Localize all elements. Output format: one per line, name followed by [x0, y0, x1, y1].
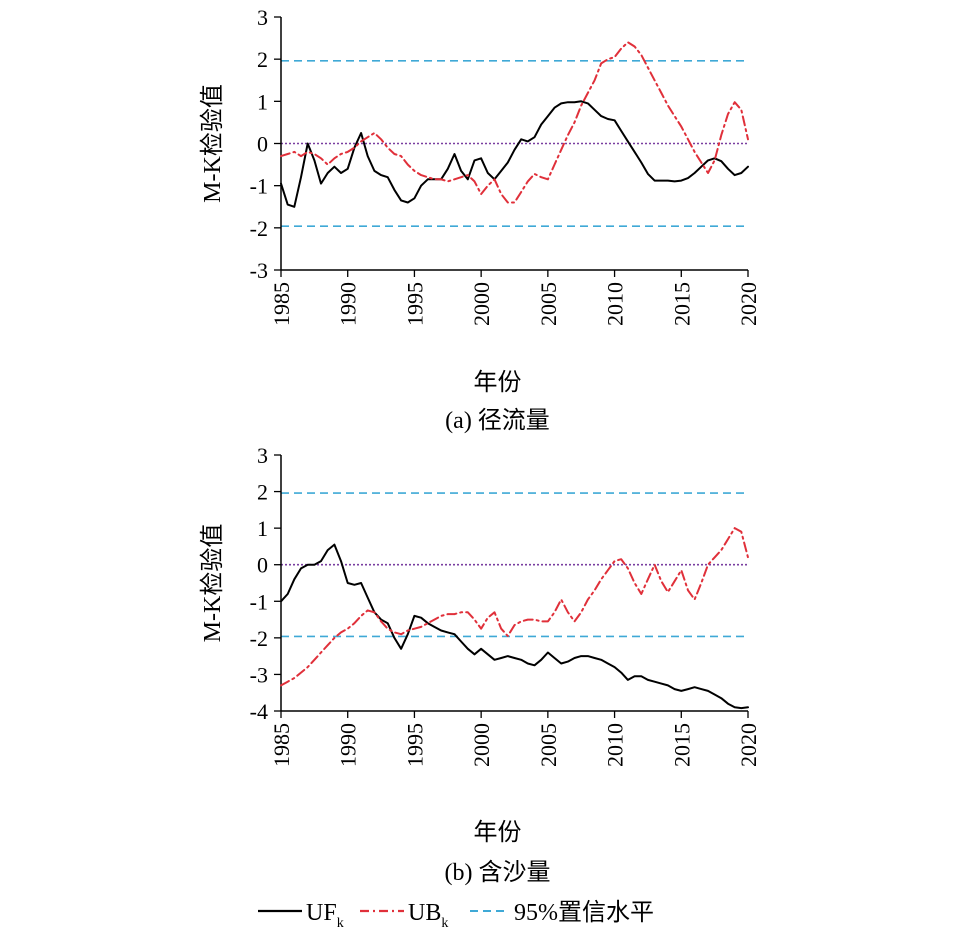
series-line-uf	[280, 543, 749, 710]
x-tick-label: 2005	[536, 723, 561, 767]
legend-label-uf: UFk	[306, 900, 344, 931]
x-tick-label: 1995	[402, 282, 427, 326]
legend-label-uf-main: UF	[306, 900, 337, 926]
y-tick-label: 3	[257, 5, 268, 30]
x-tick-label: 2000	[469, 282, 494, 326]
y-tick-label: -1	[250, 589, 268, 614]
legend-label-uf-sub: k	[337, 916, 344, 931]
legend-label-confidence: 95%置信水平	[514, 899, 654, 926]
x-tick-label: 2020	[736, 282, 761, 326]
x-tick-label: 2005	[536, 282, 561, 326]
x-tick-label: 2015	[669, 282, 694, 326]
x-tick-label: 1990	[336, 282, 361, 326]
y-tick-label: 0	[257, 553, 268, 578]
y-tick-label: 3	[257, 443, 268, 468]
x-tick-label: 2000	[469, 723, 494, 767]
series-line-uf	[280, 100, 749, 208]
x-tick-label: 2015	[669, 723, 694, 767]
series-line-ub	[280, 527, 749, 687]
y-axis-title: M-K检验值	[199, 524, 226, 643]
legend-label-ub: UBk	[408, 900, 448, 931]
panel-caption: (b) 含沙量	[445, 859, 551, 886]
x-axis-title: 年份	[474, 819, 522, 846]
y-tick-label: 0	[257, 132, 268, 157]
series-line-ub	[280, 41, 749, 204]
legend: UFk UBk 95%置信水平	[258, 899, 654, 931]
y-tick-label: -2	[250, 216, 268, 241]
y-tick-label: -4	[250, 699, 268, 724]
legend-label-ub-sub: k	[441, 916, 448, 931]
y-axis-title: M-K检验值	[199, 84, 226, 203]
x-axis-title: 年份	[474, 369, 522, 396]
x-tick-label: 2020	[736, 723, 761, 767]
legend-label-ub-main: UB	[408, 900, 441, 926]
y-tick-label: 2	[257, 47, 268, 72]
y-tick-label: -3	[250, 258, 268, 283]
x-tick-label: 1990	[336, 723, 361, 767]
chart-panel-a: -3 -2 -1 0 1 2 3 1985 1990 1995 2000 2005 2010 2015 20…	[199, 5, 761, 434]
x-tick-label: 2010	[603, 723, 628, 767]
x-tick-label: 1985	[269, 723, 294, 767]
y-tick-label: 2	[257, 480, 268, 505]
x-tick-label: 1995	[402, 723, 427, 767]
y-tick-label: 1	[257, 516, 268, 541]
panel-caption: (a) 径流量	[445, 407, 550, 434]
x-tick-label: 2010	[603, 282, 628, 326]
chart-panel-b: -4 -3 -2 -1 0 1 2 3 1985 1990 1995 2000 2005 2010 2015…	[199, 443, 761, 886]
y-tick-label: -2	[250, 626, 268, 651]
y-tick-label: -1	[250, 174, 268, 199]
y-tick-label: -3	[250, 662, 268, 687]
x-tick-label: 1985	[269, 282, 294, 326]
y-tick-label: 1	[257, 89, 268, 114]
